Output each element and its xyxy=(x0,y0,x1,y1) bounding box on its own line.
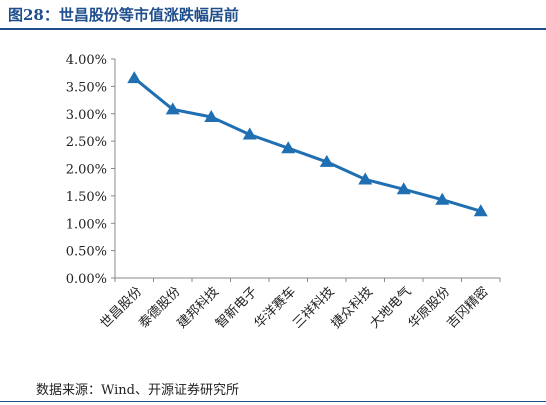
x-tick-label: 捷众科技 xyxy=(329,284,376,331)
x-tick-label: 建邦科技 xyxy=(175,284,222,331)
x-tick-label: 三祥科技 xyxy=(290,284,337,331)
y-tick-label: 4.00% xyxy=(66,53,107,68)
series-line xyxy=(133,77,482,213)
x-tick-label: 大地电气 xyxy=(366,284,414,332)
x-tick-label: 华洋赛车 xyxy=(251,284,299,332)
data-point-marker xyxy=(242,127,257,140)
data-point-marker xyxy=(204,110,219,123)
data-point-marker xyxy=(435,192,450,205)
y-tick-label: 2.50% xyxy=(66,135,107,150)
data-point-marker xyxy=(319,154,334,167)
x-tick-label: 吉冈精密 xyxy=(443,284,491,332)
data-point-marker xyxy=(127,71,142,84)
y-tick-label: 0.50% xyxy=(66,245,107,260)
source-note: 数据来源：Wind、开源证券研究所 xyxy=(36,383,239,398)
x-tick-label: 智新电子 xyxy=(212,284,260,332)
bottom-rule xyxy=(0,401,546,402)
y-tick-labels: 0.00% 0.50% 1.00% 1.50% 2.00% 2.50% 3.00% 3.50%… xyxy=(66,53,107,287)
series-layer xyxy=(127,71,488,217)
data-point-marker xyxy=(281,141,296,154)
y-tick-label: 3.00% xyxy=(66,108,107,123)
x-tick-label: 世昌股份 xyxy=(98,284,145,331)
figure-title: 图28：世昌股份等市值涨跌幅居前 xyxy=(8,6,239,24)
y-tick-label: 2.00% xyxy=(66,163,107,178)
x-tick-label: 华原股份 xyxy=(406,284,453,331)
title-rule xyxy=(0,28,546,30)
data-point-marker xyxy=(396,182,411,195)
y-tick-label: 1.50% xyxy=(66,190,107,205)
y-tick-label: 0.00% xyxy=(66,272,107,287)
chart-axes xyxy=(111,58,501,282)
y-tick-label: 1.00% xyxy=(66,217,107,232)
x-tick-label: 泰德股份 xyxy=(136,284,183,331)
data-point-marker xyxy=(358,172,373,185)
y-tick-label: 3.50% xyxy=(66,80,107,95)
data-point-marker xyxy=(473,204,488,217)
data-point-marker xyxy=(165,102,180,115)
